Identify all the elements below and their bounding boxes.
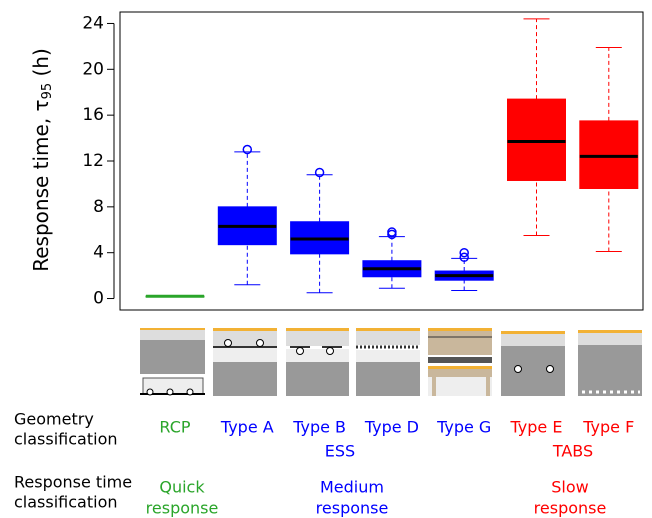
x-category-label: RCP — [159, 418, 190, 437]
response-label: Slow — [551, 478, 588, 497]
y-tick-label: 20 — [82, 59, 104, 79]
box — [508, 99, 566, 180]
x-category-label: Type E — [510, 418, 563, 437]
outlier — [243, 146, 251, 154]
x-category-label: Type G — [436, 418, 491, 437]
response-label: response — [316, 499, 389, 518]
row-label: Geometry — [14, 410, 94, 429]
x-category-label: Type D — [364, 418, 419, 437]
response-label: response — [534, 499, 607, 518]
y-tick-label: 8 — [93, 197, 104, 217]
group-label: TABS — [552, 442, 593, 461]
response-label: Quick — [159, 478, 205, 497]
y-axis-label: Response time, τ95 (h) — [29, 48, 55, 272]
group-label: ESS — [325, 442, 355, 461]
x-category-label: Type B — [292, 418, 346, 437]
y-tick-label: 4 — [93, 243, 104, 263]
response-label: response — [146, 499, 219, 518]
y-tick-label: 0 — [93, 289, 104, 309]
response-label: Medium — [320, 478, 384, 497]
row-label: classification — [14, 493, 118, 512]
y-tick-label: 12 — [82, 151, 104, 171]
row-label: Response time — [14, 473, 132, 492]
box — [580, 121, 638, 189]
y-tick-label: 24 — [82, 13, 104, 33]
row-label: classification — [14, 430, 118, 449]
x-category-label: Type F — [582, 418, 634, 437]
y-tick-label: 16 — [82, 105, 104, 125]
outlier — [316, 168, 324, 176]
chart: Response time, τ95 (h) 0 4 8 12 16 20 24 RCP Typ… — [0, 0, 652, 518]
illustrations — [140, 328, 642, 396]
x-category-label: Type A — [220, 418, 274, 437]
